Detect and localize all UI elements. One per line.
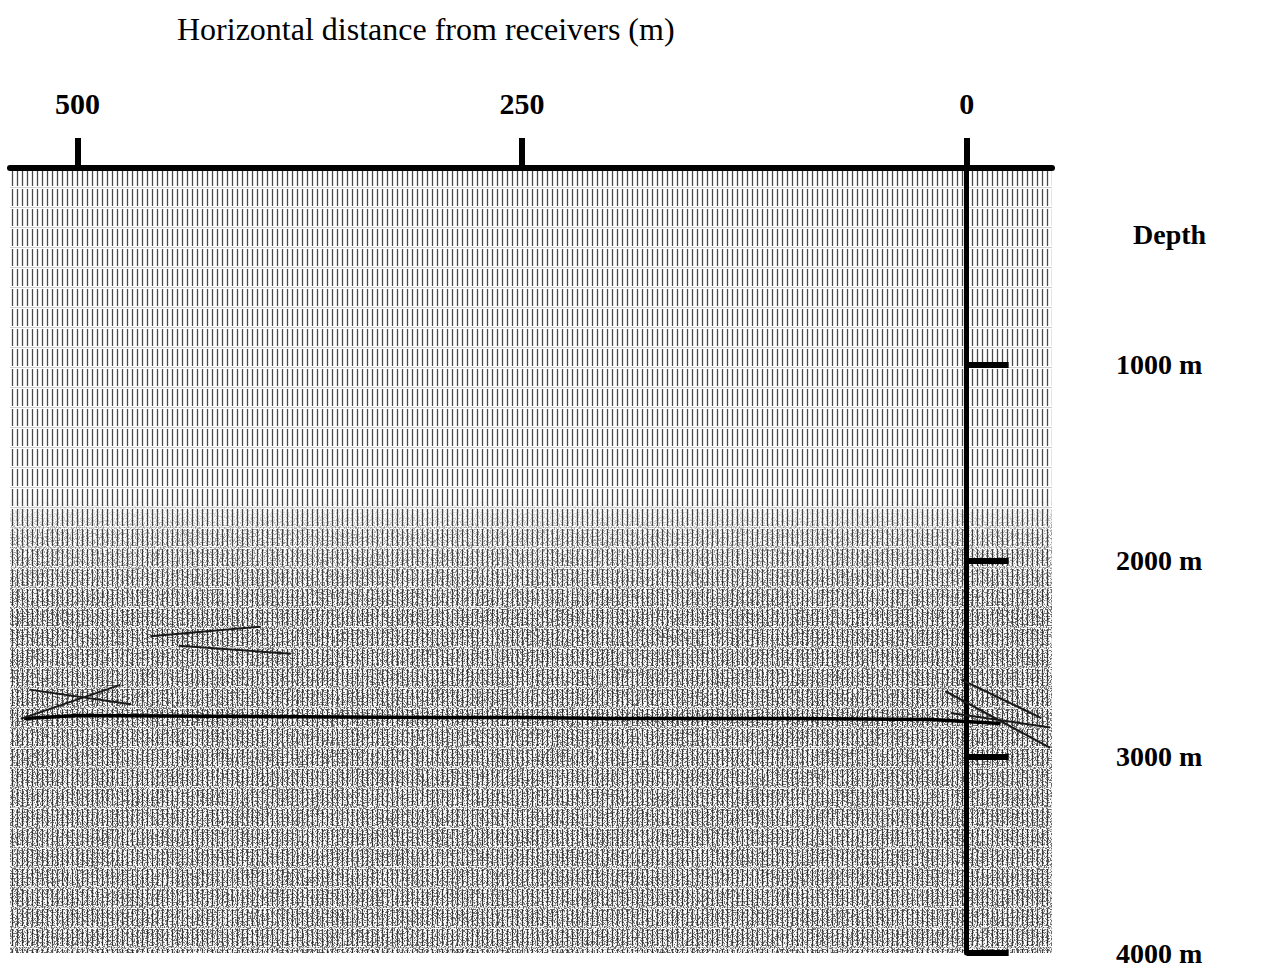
svg-text:250: 250	[500, 87, 545, 120]
svg-text:Depth: Depth	[1133, 219, 1207, 250]
svg-text:Horizontal distance from recei: Horizontal distance from receivers (m)	[177, 11, 675, 47]
svg-text:1000 m: 1000 m	[1116, 349, 1202, 380]
svg-text:3000 m: 3000 m	[1116, 741, 1202, 772]
svg-text:2000 m: 2000 m	[1116, 545, 1202, 576]
svg-text:0: 0	[959, 87, 974, 120]
svg-text:4000 m: 4000 m	[1116, 938, 1202, 969]
svg-text:500: 500	[55, 87, 100, 120]
